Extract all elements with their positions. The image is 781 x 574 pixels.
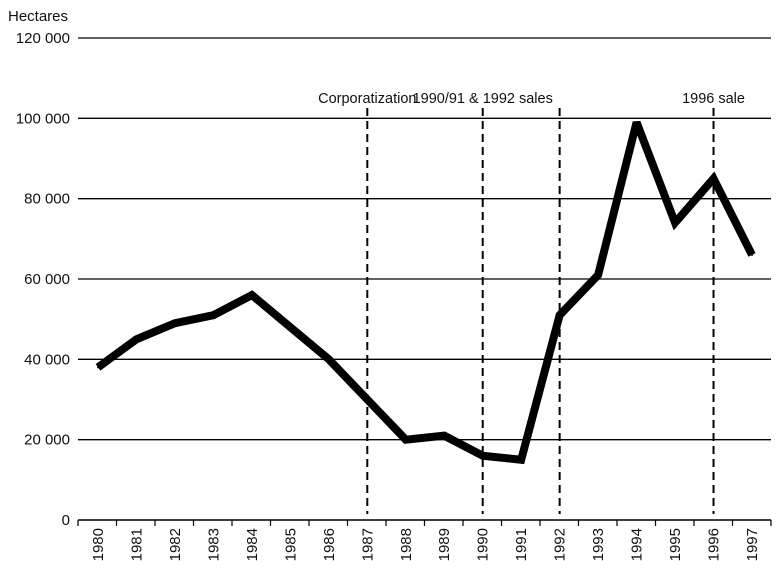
data-point [558, 314, 561, 317]
data-point [366, 398, 369, 401]
data-point [481, 454, 484, 457]
data-point [520, 458, 523, 461]
gridlines [78, 37, 771, 441]
x-tick-label: 1982 [167, 528, 184, 561]
y-tick-label: 0 [62, 512, 70, 529]
x-tick-label: 1981 [128, 528, 145, 561]
data-point [289, 326, 292, 329]
x-tick-label: 1997 [744, 528, 761, 561]
x-tick-label: 1988 [398, 528, 415, 561]
x-tick-label: 1994 [629, 528, 646, 561]
data-point [97, 366, 99, 369]
data-point [751, 253, 753, 256]
y-tick-label: 20 000 [24, 432, 70, 449]
y-tick-label: 100 000 [16, 110, 70, 127]
series-line [95, 120, 756, 465]
x-tick-label: 1984 [244, 528, 261, 561]
x-tick-label: 1990 [475, 528, 492, 561]
event-marker-label: 1996 sale [682, 91, 745, 107]
x-tick-label: 1987 [359, 528, 376, 561]
x-tick-label: 1980 [90, 528, 107, 561]
x-tick-label: 1989 [436, 528, 453, 561]
y-tick-label: 120 000 [16, 30, 70, 47]
data-point [712, 177, 715, 180]
y-tick-label: 60 000 [24, 271, 70, 288]
x-tick-label: 1986 [321, 528, 338, 561]
data-point [443, 434, 446, 437]
event-marker-label: 1990/91 & 1992 sales [413, 91, 553, 107]
x-tick-label: 1991 [513, 528, 530, 561]
data-point [135, 338, 138, 341]
data-point [327, 358, 330, 361]
data-point [212, 314, 215, 317]
data-point [674, 221, 677, 224]
y-tick-label: 40 000 [24, 351, 70, 368]
event-marker-label: Corporatization [318, 91, 416, 107]
data-point [250, 294, 253, 297]
x-tick-label: 1995 [667, 528, 684, 561]
data-point [635, 121, 638, 124]
x-tick-label: 1985 [282, 528, 299, 561]
y-tick-label: 80 000 [24, 191, 70, 208]
x-tick-label: 1983 [205, 528, 222, 561]
y-axis-label: Hectares [8, 8, 68, 25]
x-axis: 1980 1981 1982 1983 1984 1985 1986 1987 1988 1989… [77, 519, 772, 561]
data-point [173, 322, 176, 325]
data-point [597, 273, 600, 276]
x-tick-label: 1996 [706, 528, 723, 561]
data-point [404, 438, 407, 441]
x-tick-label: 1992 [552, 528, 569, 561]
series-layer [95, 120, 756, 465]
x-tick-label: 1993 [590, 528, 607, 561]
y-axis-ticks: 0 20 000 40 000 60 000 80 000 100 000 120 000 [16, 30, 70, 529]
